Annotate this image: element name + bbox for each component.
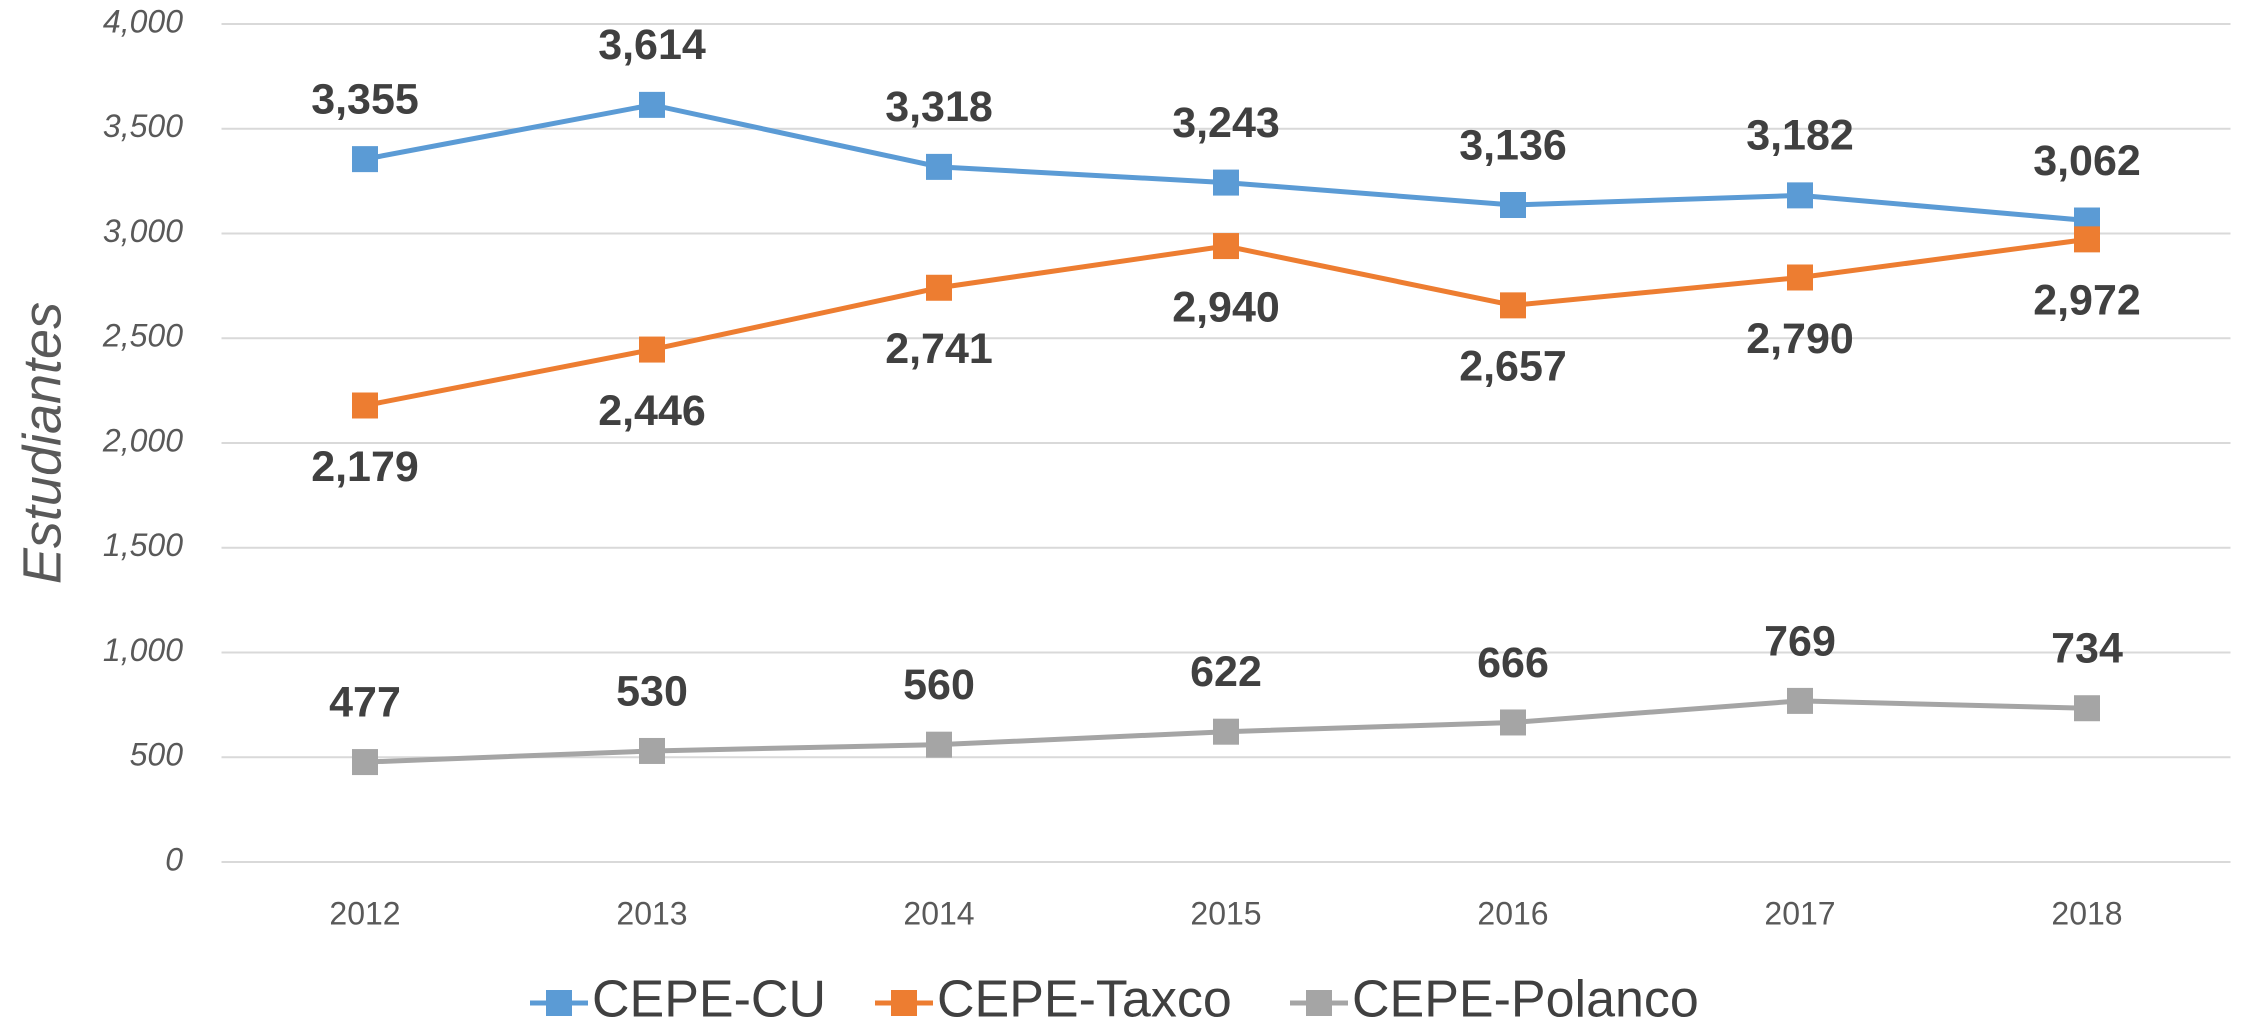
x-tick-label: 2013 (616, 895, 687, 931)
marker (352, 749, 378, 776)
marker (1787, 264, 1813, 291)
data-label: 3,614 (598, 21, 706, 69)
marker (2074, 695, 2100, 722)
y-tick-label: 3,000 (103, 213, 183, 249)
data-label: 560 (903, 661, 975, 709)
y-tick-label: 2,500 (102, 318, 183, 354)
marker (926, 274, 952, 301)
marker (1787, 687, 1813, 714)
marker (1500, 192, 1526, 219)
x-tick-label: 2018 (2051, 895, 2122, 931)
y-tick-label: 500 (130, 737, 184, 773)
data-label: 3,136 (1459, 121, 1567, 169)
data-label: 666 (1477, 639, 1549, 687)
marker (1213, 718, 1239, 745)
legend-label: CEPE-Taxco (937, 971, 1232, 1029)
x-tick-label: 2016 (1477, 895, 1548, 931)
marker (352, 392, 378, 419)
data-label: 3,318 (885, 83, 993, 131)
marker (926, 153, 952, 180)
y-tick-label: 0 (165, 841, 183, 877)
marker (1787, 182, 1813, 209)
marker (352, 146, 378, 173)
data-label: 3,355 (311, 75, 419, 123)
legend-label: CEPE-CU (592, 971, 826, 1029)
data-label: 2,179 (311, 443, 419, 491)
marker (1213, 233, 1239, 260)
legend-label: CEPE-Polanco (1352, 971, 1699, 1029)
x-tick-label: 2014 (903, 895, 974, 931)
marker (639, 91, 665, 118)
marker (639, 737, 665, 764)
y-tick-label: 3,500 (103, 108, 183, 144)
x-tick-label: 2017 (1764, 895, 1835, 931)
data-label: 2,446 (598, 387, 706, 435)
x-tick-label: 2015 (1190, 895, 1261, 931)
data-label: 530 (616, 667, 688, 715)
data-label: 2,657 (1459, 343, 1567, 391)
y-tick-label: 1,000 (103, 632, 183, 668)
marker (2074, 226, 2100, 253)
y-tick-label: 2,000 (102, 422, 183, 458)
x-tick-label: 2012 (329, 895, 400, 931)
legend-marker (546, 990, 572, 1016)
y-tick-label: 1,500 (103, 527, 183, 563)
data-label: 3,182 (1746, 112, 1854, 160)
data-label: 3,243 (1172, 99, 1280, 147)
marker (1213, 169, 1239, 196)
legend-marker (891, 990, 917, 1016)
y-axis-label: Estudiantes (12, 302, 72, 584)
data-label: 622 (1190, 648, 1262, 696)
legend-marker (1306, 990, 1332, 1016)
marker (1500, 709, 1526, 736)
data-label: 2,790 (1746, 315, 1854, 363)
data-label: 3,062 (2033, 137, 2141, 185)
marker (639, 336, 665, 363)
data-label: 734 (2051, 625, 2123, 673)
data-label: 2,940 (1172, 283, 1280, 331)
data-label: 477 (329, 678, 401, 726)
y-tick-label: 4,000 (103, 3, 183, 39)
data-label: 769 (1764, 617, 1836, 665)
marker (1500, 292, 1526, 319)
data-label: 2,741 (885, 325, 993, 373)
marker (926, 731, 952, 758)
data-label: 2,972 (2033, 277, 2141, 325)
